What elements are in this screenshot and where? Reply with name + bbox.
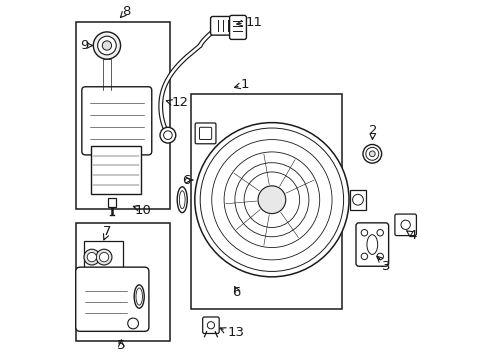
Circle shape <box>102 41 112 50</box>
Text: 6: 6 <box>233 287 241 300</box>
Bar <box>108 198 116 207</box>
FancyBboxPatch shape <box>195 123 216 144</box>
Text: 10: 10 <box>134 204 151 217</box>
Ellipse shape <box>367 235 378 255</box>
Bar <box>76 223 170 341</box>
Circle shape <box>363 144 382 163</box>
Text: 5: 5 <box>117 339 125 352</box>
Circle shape <box>99 252 109 262</box>
Circle shape <box>84 249 100 265</box>
Circle shape <box>93 32 121 59</box>
FancyBboxPatch shape <box>76 267 149 331</box>
Text: 8: 8 <box>122 5 131 18</box>
FancyBboxPatch shape <box>230 15 246 40</box>
Text: 3: 3 <box>382 260 391 273</box>
Circle shape <box>96 249 112 265</box>
Circle shape <box>369 151 375 157</box>
Circle shape <box>160 127 176 143</box>
Text: 12: 12 <box>172 96 189 109</box>
Text: 1: 1 <box>241 78 249 91</box>
Circle shape <box>258 186 286 213</box>
Bar <box>84 241 123 273</box>
Circle shape <box>377 253 383 260</box>
Text: 6: 6 <box>182 174 190 186</box>
Text: 7: 7 <box>103 225 111 238</box>
FancyBboxPatch shape <box>356 223 389 266</box>
Circle shape <box>377 229 383 236</box>
Circle shape <box>87 252 97 262</box>
Bar <box>191 94 342 309</box>
Circle shape <box>128 318 139 329</box>
Ellipse shape <box>177 187 187 213</box>
FancyBboxPatch shape <box>211 17 235 35</box>
Circle shape <box>195 123 349 277</box>
Text: 2: 2 <box>369 124 377 137</box>
Bar <box>350 190 366 210</box>
FancyBboxPatch shape <box>395 214 416 235</box>
Bar <box>76 22 170 209</box>
Text: 4: 4 <box>408 229 416 242</box>
Circle shape <box>98 36 116 55</box>
Circle shape <box>361 229 368 236</box>
Circle shape <box>361 253 368 260</box>
Bar <box>91 146 141 194</box>
Text: 11: 11 <box>245 16 263 29</box>
FancyBboxPatch shape <box>82 87 152 155</box>
FancyBboxPatch shape <box>203 317 219 333</box>
Text: 9: 9 <box>80 39 89 52</box>
Ellipse shape <box>134 285 144 308</box>
Text: 13: 13 <box>228 326 245 339</box>
